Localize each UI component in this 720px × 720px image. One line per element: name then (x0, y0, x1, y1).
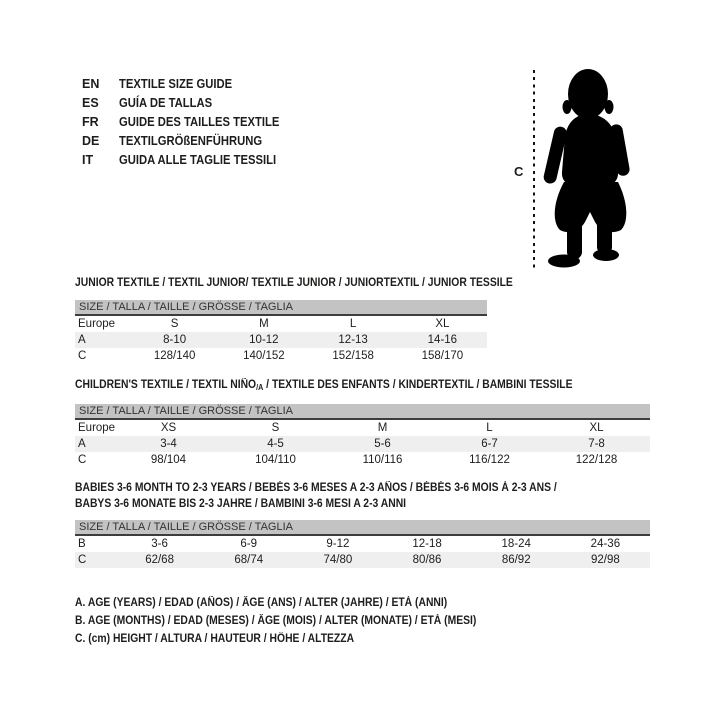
height-marker-line (533, 70, 535, 269)
table-cell: 92/98 (591, 554, 620, 566)
children-size-table: Europe XS S M L XL A 3-4 4-5 5-6 6-7 7-8… (75, 420, 650, 468)
language-code: FR (82, 114, 99, 129)
size-header-bar-junior: SIZE / TALLA / TAILLE / GRÖSSE / TAGLIA (75, 300, 487, 316)
table-cell: 18-24 (501, 538, 531, 550)
row-label: C (78, 350, 87, 362)
table-cell: L (349, 318, 357, 330)
table-cell: L (486, 422, 493, 434)
babies-size-table: B 3-6 6-9 9-12 12-18 18-24 24-36 C 62/68… (75, 536, 650, 568)
table-row: Europe S M L XL (75, 316, 487, 332)
language-title: GUÍA DE TALLAS (119, 95, 213, 110)
language-row-en: EN TEXTILE SIZE GUIDE (82, 74, 297, 93)
table-cell: 128/140 (153, 350, 196, 362)
table-row: A 8-10 10-12 12-13 14-16 (75, 332, 487, 348)
table-row: B 3-6 6-9 9-12 12-18 18-24 24-36 (75, 536, 650, 552)
language-row-es: ES GUÍA DE TALLAS (82, 93, 297, 112)
table-cell: 86/92 (501, 554, 531, 566)
legend-height: C. (cm) HEIGHT / ALTURA / HAUTEUR / HÖHE… (75, 633, 355, 645)
table-cell: 104/110 (255, 454, 296, 466)
section-title-junior: JUNIOR TEXTILE / TEXTIL JUNIOR/ TEXTILE … (75, 277, 561, 289)
language-title: GUIDE DES TAILLES TEXTILE (119, 114, 280, 129)
table-cell: 12-18 (412, 538, 442, 550)
table-cell: 14-16 (427, 334, 458, 346)
table-cell: 140/152 (243, 350, 285, 362)
junior-size-table: Europe S M L XL A 8-10 10-12 12-13 14-16… (75, 316, 487, 364)
table-row: Europe XS S M L XL (75, 420, 650, 436)
table-cell: XL (435, 318, 450, 330)
language-title: GUIDA ALLE TAGLIE TESSILI (119, 152, 277, 167)
section-title-children: CHILDREN'S TEXTILE / TEXTIL NIÑO/A / TEX… (75, 379, 628, 392)
table-row: C 62/68 68/74 74/80 80/86 86/92 92/98 (75, 552, 650, 568)
table-cell: XS (160, 422, 177, 434)
legend-age-years: A. AGE (YEARS) / EDAD (AÑOS) / ÂGE (ANS)… (75, 597, 448, 609)
language-row-de: DE TEXTILGRÖßENFÜHRUNG (82, 131, 297, 150)
row-label: A (78, 334, 86, 346)
table-row: A 3-4 4-5 5-6 6-7 7-8 (75, 436, 650, 452)
nino-a-subscript: /A (256, 383, 264, 392)
table-cell: 5-6 (374, 438, 391, 450)
language-code: DE (82, 133, 100, 148)
table-cell: 9-12 (326, 538, 350, 550)
table-cell: 158/170 (421, 350, 464, 362)
table-cell: 116/122 (469, 454, 510, 466)
language-row-it: IT GUIDA ALLE TAGLIE TESSILI (82, 150, 297, 169)
section-title-babies: BABIES 3-6 MONTH TO 2-3 YEARS / BEBÉS 3-… (75, 481, 610, 512)
toddler-silhouette-icon (543, 69, 630, 268)
row-label: C (78, 554, 87, 566)
legend-age-months: B. AGE (MONTHS) / EDAD (MESES) / ÂGE (MO… (75, 615, 477, 627)
language-row-fr: FR GUIDE DES TAILLES TEXTILE (82, 112, 297, 131)
size-header-bar-babies: SIZE / TALLA / TAILLE / GRÖSSE / TAGLIA (75, 520, 650, 536)
table-row: C 128/140 140/152 152/158 158/170 (75, 348, 487, 364)
measurement-legend: A. AGE (YEARS) / EDAD (AÑOS) / ÂGE (ANS)… (75, 594, 521, 648)
language-code: EN (82, 76, 100, 91)
table-cell: 10-12 (249, 334, 279, 346)
table-cell: 80/86 (412, 554, 442, 566)
row-label: Europe (78, 318, 116, 330)
table-cell: 68/74 (234, 554, 264, 566)
table-cell: M (259, 318, 269, 330)
table-cell: 12-13 (338, 334, 368, 346)
table-cell: 7-8 (588, 438, 605, 450)
language-title: TEXTILE SIZE GUIDE (119, 76, 233, 91)
language-title: TEXTILGRÖßENFÜHRUNG (119, 133, 263, 148)
table-cell: 122/128 (575, 454, 618, 466)
row-label: A (78, 438, 86, 450)
table-cell: 74/80 (323, 554, 353, 566)
table-cell: S (170, 318, 179, 330)
table-cell: 3-6 (151, 538, 168, 550)
row-label: C (78, 454, 87, 466)
section-title-babies-line1: BABIES 3-6 MONTH TO 2-3 YEARS / BEBÉS 3-… (75, 482, 557, 494)
language-code: IT (82, 152, 94, 167)
row-label: B (78, 538, 86, 550)
language-list: EN TEXTILE SIZE GUIDE ES GUÍA DE TALLAS … (82, 74, 297, 169)
table-row: C 98/104 104/110 110/116 116/122 122/128 (75, 452, 650, 468)
table-cell: 110/116 (362, 454, 403, 466)
table-cell: 3-4 (160, 438, 177, 450)
height-marker-label: C (514, 164, 524, 179)
section-title-junior-text: JUNIOR TEXTILE / TEXTIL JUNIOR/ TEXTILE … (75, 277, 513, 289)
table-cell: 98/104 (150, 454, 187, 466)
row-label: Europe (78, 422, 116, 434)
table-cell: 8-10 (163, 334, 187, 346)
table-cell: M (377, 422, 388, 434)
size-header-bar-children: SIZE / TALLA / TAILLE / GRÖSSE / TAGLIA (75, 404, 650, 420)
table-cell: 6-9 (240, 538, 258, 550)
section-title-children-text: CHILDREN'S TEXTILE / TEXTIL NIÑO/A / TEX… (75, 379, 573, 392)
table-cell: 152/158 (332, 350, 374, 362)
size-header-text: SIZE / TALLA / TAILLE / GRÖSSE / TAGLIA (79, 301, 293, 313)
section-title-babies-line2: BABYS 3-6 MONATE BIS 2-3 JAHRE / BAMBINI… (75, 497, 407, 510)
table-cell: 4-5 (267, 438, 284, 450)
table-cell: S (271, 422, 280, 434)
size-header-text: SIZE / TALLA / TAILLE / GRÖSSE / TAGLIA (79, 521, 293, 533)
size-header-text: SIZE / TALLA / TAILLE / GRÖSSE / TAGLIA (79, 405, 293, 417)
table-cell: 62/68 (145, 554, 174, 566)
table-cell: 6-7 (481, 438, 498, 450)
table-cell: 24-36 (590, 538, 621, 550)
table-cell: XL (589, 422, 604, 434)
language-code: ES (82, 95, 99, 110)
